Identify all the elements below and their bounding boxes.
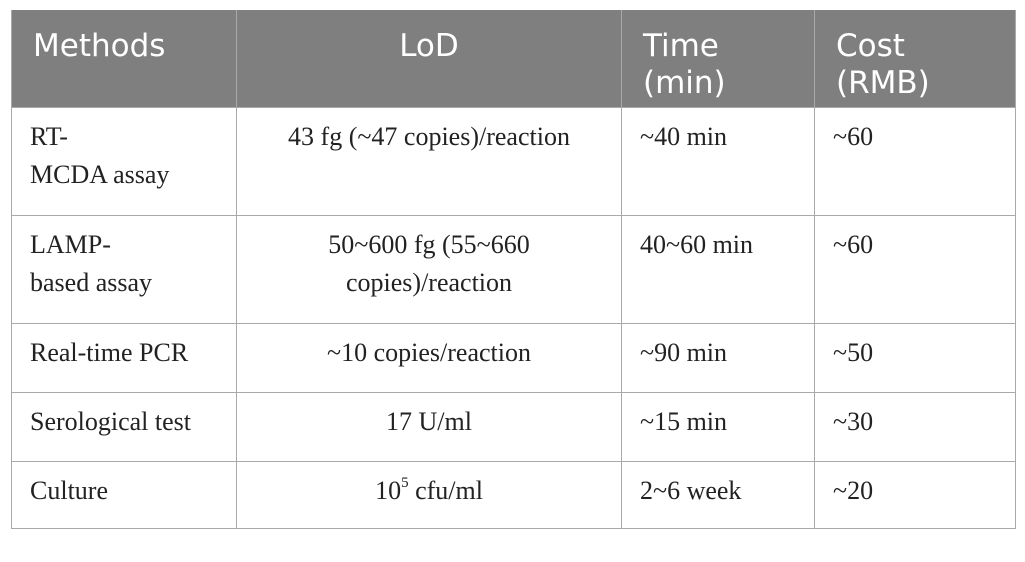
cost-text: ~20 <box>833 475 874 505</box>
cost-text: ~50 <box>833 337 874 367</box>
header-time-label-line2: (min) <box>643 65 726 101</box>
header-methods: Methods <box>11 10 237 107</box>
cell-cost: ~50 <box>814 322 1016 393</box>
methods-comparison-table: Methods LoD Time (min) Cost (RMB) RT- MCDA … <box>11 10 1016 529</box>
lod-unit: cfu/ml <box>408 475 483 505</box>
table-header: Methods LoD Time (min) Cost (RMB) <box>11 10 1016 107</box>
cell-cost: ~60 <box>814 106 1016 216</box>
header-lod-label: LoD <box>399 28 459 64</box>
cell-lod: 105 cfu/ml <box>236 460 622 529</box>
table-row: Culture 105 cfu/ml 2~6 week ~20 <box>11 460 1016 529</box>
cell-lod: 50~600 fg (55~660 copies)/reaction <box>236 214 622 324</box>
lod-exponent: 5 <box>401 474 409 491</box>
method-text-line2: based assay <box>30 267 153 297</box>
cell-time: 40~60 min <box>621 214 815 324</box>
cost-text: ~60 <box>833 229 874 259</box>
method-text-line1: LAMP- <box>30 229 111 259</box>
cost-text: ~30 <box>833 406 874 436</box>
table-row: Serological test 17 U/ml ~15 min ~30 <box>11 391 1016 462</box>
cost-text: ~60 <box>833 121 874 151</box>
method-text-line2: MCDA assay <box>30 159 170 189</box>
table-row: Real-time PCR ~10 copies/reaction ~90 mi… <box>11 322 1016 393</box>
lod-text: ~10 copies/reaction <box>327 337 531 367</box>
cell-lod: 43 fg (~47 copies)/reaction <box>236 106 622 216</box>
lod-text-line1: 50~600 fg (55~660 <box>328 229 530 259</box>
time-text: ~15 min <box>640 406 728 436</box>
header-time-label-line1: Time <box>643 28 719 64</box>
time-text: ~40 min <box>640 121 728 151</box>
cell-method: Serological test <box>11 391 237 462</box>
cell-method: Culture <box>11 460 237 529</box>
cell-time: ~40 min <box>621 106 815 216</box>
cell-cost: ~60 <box>814 214 1016 324</box>
method-text: Serological test <box>30 406 192 436</box>
header-methods-label: Methods <box>33 28 166 64</box>
comparison-table-container: Methods LoD Time (min) Cost (RMB) RT- MCDA … <box>11 10 1016 529</box>
cell-method: RT- MCDA assay <box>11 106 237 216</box>
header-cost-label-line2: (RMB) <box>836 65 930 101</box>
time-text: 2~6 week <box>640 475 742 505</box>
cell-lod: ~10 copies/reaction <box>236 322 622 393</box>
cell-time: ~15 min <box>621 391 815 462</box>
cell-cost: ~30 <box>814 391 1016 462</box>
cell-method: LAMP-based assay <box>11 214 237 324</box>
cell-time: ~90 min <box>621 322 815 393</box>
lod-text: 43 fg (~47 copies)/reaction <box>288 121 570 151</box>
table-row: RT- MCDA assay 43 fg (~47 copies)/reactio… <box>11 106 1016 216</box>
header-cost: Cost (RMB) <box>814 10 1016 107</box>
table-row: LAMP-based assay 50~600 fg (55~660 copies… <box>11 214 1016 324</box>
method-text-line1: RT- <box>30 121 68 151</box>
header-lod: LoD <box>236 10 622 107</box>
cell-time: 2~6 week <box>621 460 815 529</box>
header-cost-label-line1: Cost <box>836 28 905 64</box>
header-row: Methods LoD Time (min) Cost (RMB) <box>11 10 1016 107</box>
method-text: Culture <box>30 475 108 505</box>
cell-cost: ~20 <box>814 460 1016 529</box>
time-text: ~90 min <box>640 337 728 367</box>
method-text: Real-time PCR <box>30 337 189 367</box>
cell-lod: 17 U/ml <box>236 391 622 462</box>
lod-text-line2: copies)/reaction <box>345 267 513 297</box>
lod-base: 10 <box>375 475 402 505</box>
table-body: RT- MCDA assay 43 fg (~47 copies)/reactio… <box>11 106 1016 529</box>
header-time: Time (min) <box>621 10 815 107</box>
time-text: 40~60 min <box>640 229 754 259</box>
lod-text: 17 U/ml <box>386 406 472 436</box>
cell-method: Real-time PCR <box>11 322 237 393</box>
